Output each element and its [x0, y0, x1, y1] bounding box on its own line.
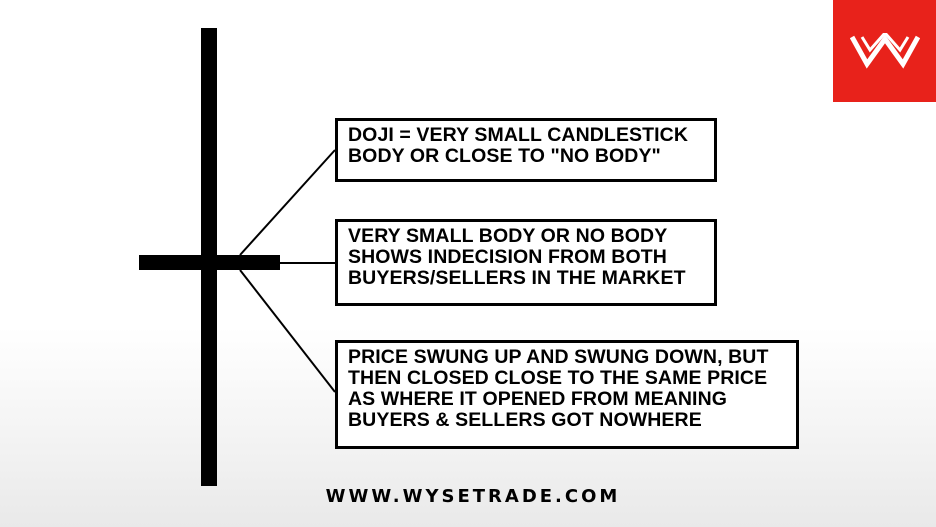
doji-definition-note: DOJI = VERY SMALL CANDLESTICK BODY OR CL… [335, 118, 717, 182]
candle-body [139, 255, 280, 270]
connector-line-3 [239, 269, 336, 393]
indecision-note: VERY SMALL BODY OR NO BODY SHOWS INDECIS… [335, 219, 717, 306]
website-url: WWW.WYSETRADE.COM [0, 486, 936, 507]
wysetrade-w-logo-icon [850, 33, 920, 69]
connector-line-1 [239, 149, 336, 256]
website-url-text: WWW.WYSETRADE.COM [325, 486, 621, 507]
brand-logo [833, 0, 936, 102]
price-swing-note: PRICE SWUNG UP AND SWUNG DOWN, BUT THEN … [335, 340, 799, 449]
